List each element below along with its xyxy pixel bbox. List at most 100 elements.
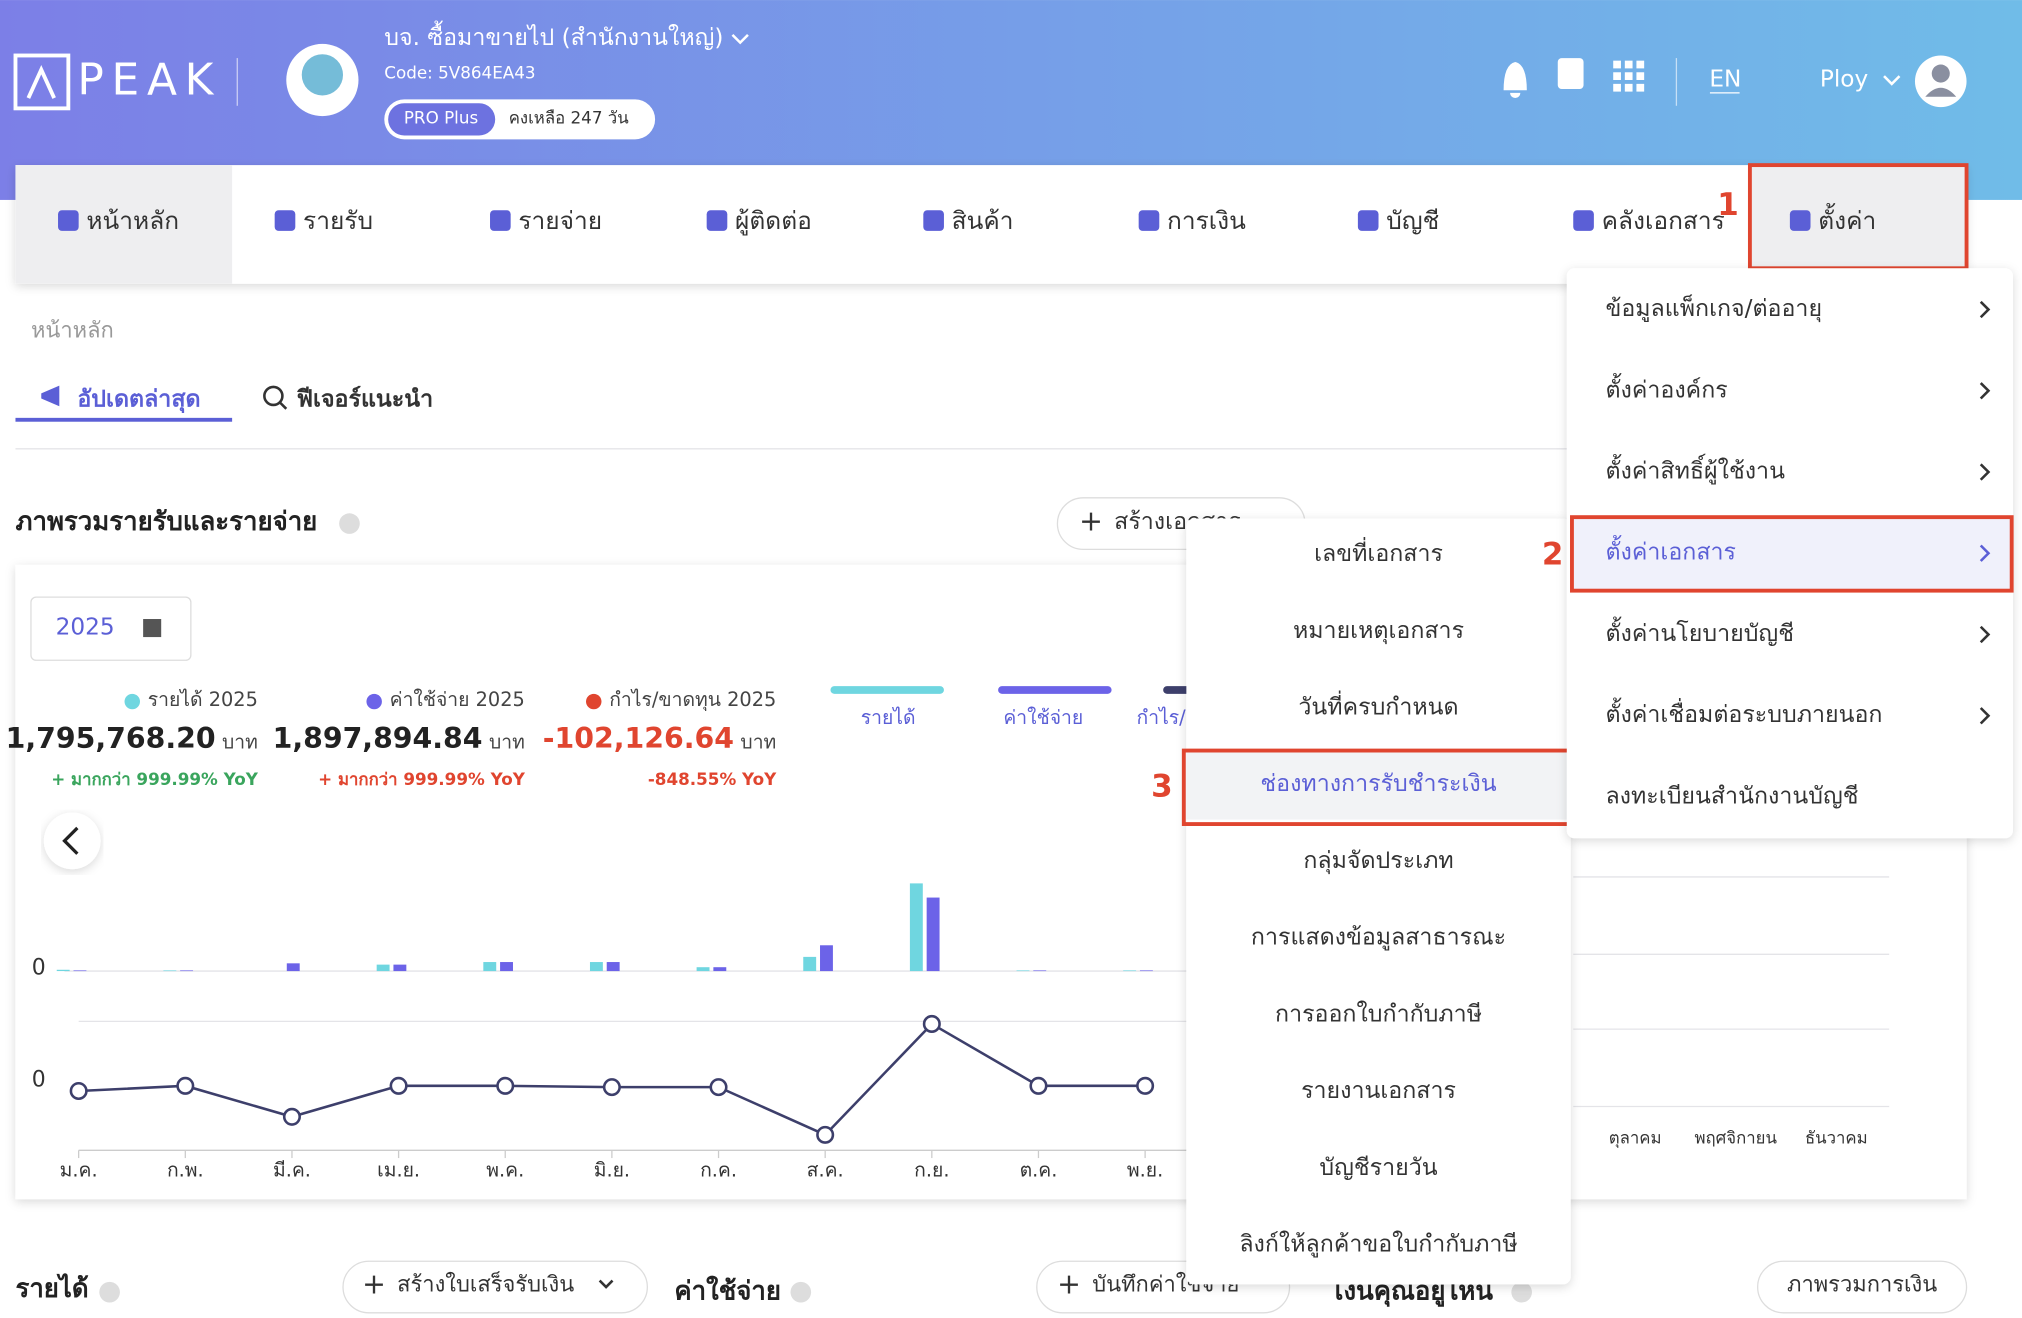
bar bbox=[606, 962, 620, 972]
calendar-icon bbox=[143, 619, 162, 638]
bar bbox=[376, 964, 390, 972]
bar bbox=[589, 962, 603, 972]
line-point bbox=[69, 1081, 88, 1101]
button-label[interactable]: สร้างใบเสร็จรับเงิน bbox=[397, 1270, 574, 1298]
nav-icon bbox=[274, 210, 296, 231]
submenu-item[interactable]: หมายเหตุเอกสาร bbox=[1293, 617, 1464, 644]
bar bbox=[909, 883, 923, 972]
help-dot bbox=[99, 1281, 120, 1303]
highlight-box bbox=[1570, 515, 2014, 593]
partial-grid bbox=[1573, 876, 1890, 1108]
search-icon bbox=[263, 385, 284, 407]
x-tick-label: ก.พ. bbox=[167, 1158, 204, 1181]
bell-icon[interactable] bbox=[1503, 61, 1527, 99]
line-point bbox=[389, 1076, 408, 1095]
chevron bbox=[1979, 300, 1991, 319]
submenu-item[interactable]: การออกใบกำกับภาษี bbox=[1275, 1000, 1482, 1027]
help-icon[interactable] bbox=[1557, 58, 1584, 90]
x-tick-label: ต.ค. bbox=[1020, 1158, 1058, 1181]
nav-icon bbox=[923, 210, 944, 231]
legend-swatch bbox=[998, 686, 1112, 694]
avatar-body bbox=[1925, 87, 1957, 97]
user-name[interactable]: Ploy bbox=[1820, 65, 1869, 92]
finance-button[interactable] bbox=[1756, 1260, 1968, 1314]
line-point bbox=[282, 1107, 301, 1126]
tab[interactable]: อัปเดตล่าสุด bbox=[77, 385, 200, 413]
nav-item[interactable]: คลังเอกสาร bbox=[1602, 206, 1725, 235]
submenu-item[interactable]: วันที่ครบกำหนด bbox=[1298, 691, 1458, 721]
line-point bbox=[709, 1078, 728, 1097]
prev-button[interactable] bbox=[43, 812, 101, 870]
nav-item[interactable]: รายจ่าย bbox=[518, 206, 602, 235]
button-label[interactable]: ภาพรวมการเงิน bbox=[1787, 1273, 1937, 1298]
submenu-item[interactable]: ช่องทางการรับชำระเงิน bbox=[1260, 770, 1496, 797]
chevron bbox=[1979, 463, 1991, 481]
nav-item[interactable]: ผู้ติดต่อ bbox=[735, 206, 812, 236]
plus-icon: + bbox=[1079, 504, 1103, 537]
nav-item[interactable]: ตั้งค่า bbox=[1818, 203, 1876, 235]
apps-icon[interactable] bbox=[1613, 60, 1645, 92]
menu-item[interactable]: ข้อมูลแพ็กเกจ/ต่ออายุ bbox=[1605, 293, 1822, 322]
bar bbox=[1123, 970, 1137, 972]
x-tick-label: เม.ย. bbox=[377, 1158, 420, 1181]
submenu-item[interactable]: เลขที่เอกสาร bbox=[1314, 537, 1443, 567]
y-tick-label: 0 bbox=[32, 1068, 46, 1093]
bar bbox=[286, 963, 300, 972]
submenu-item[interactable]: บัญชีรายวัน bbox=[1319, 1154, 1437, 1181]
document-submenu bbox=[1186, 518, 1571, 1285]
section-title: ภาพรวมรายรับและรายจ่าย bbox=[15, 507, 317, 537]
step-number: 2 bbox=[1542, 536, 1564, 572]
menu-item[interactable]: ตั้งค่าเชื่อมต่อระบบภายนอก bbox=[1605, 697, 1882, 728]
bar bbox=[1016, 970, 1030, 972]
menu-item[interactable]: ตั้งค่าสิทธิ์ผู้ใช้งาน bbox=[1605, 454, 1785, 485]
submenu-item[interactable]: ลิงก์ให้ลูกค้าขอใบกำกับภาษี bbox=[1239, 1231, 1517, 1258]
megaphone-icon bbox=[41, 385, 60, 407]
receipt-button[interactable] bbox=[342, 1260, 648, 1314]
nav-icon bbox=[1789, 210, 1811, 231]
menu-item[interactable]: ลงทะเบียนสำนักงานบัญชี bbox=[1605, 782, 1858, 809]
nav-item[interactable]: รายรับ bbox=[303, 206, 373, 235]
logo-mark bbox=[26, 65, 56, 99]
menu-item[interactable]: ตั้งค่าองค์กร bbox=[1605, 372, 1727, 403]
nav-icon bbox=[58, 210, 79, 231]
year[interactable]: 2025 bbox=[56, 614, 115, 641]
breadcrumb: หน้าหลัก bbox=[31, 318, 114, 343]
language[interactable]: EN bbox=[1709, 65, 1741, 92]
stat-unit: บาท bbox=[222, 730, 258, 753]
menu-item[interactable]: ตั้งค่าเอกสาร bbox=[1605, 535, 1736, 566]
x-tick-label: ส.ค. bbox=[807, 1158, 844, 1181]
stat-label: รายได้ 2025 bbox=[148, 688, 258, 711]
line-point bbox=[602, 1078, 621, 1097]
year-picker[interactable] bbox=[30, 596, 192, 661]
bar bbox=[1139, 970, 1153, 972]
x-tick-label: พฤศจิกายน bbox=[1694, 1128, 1777, 1148]
bar bbox=[696, 967, 710, 972]
submenu-item[interactable]: กลุ่มจัดประเภท bbox=[1303, 847, 1453, 874]
company-caret bbox=[731, 33, 749, 45]
submenu-item[interactable]: รายงานเอกสาร bbox=[1301, 1077, 1456, 1104]
menu-active-bg bbox=[1571, 517, 2012, 590]
stat-change: -848.55% YoY bbox=[648, 769, 777, 789]
bar bbox=[73, 970, 87, 972]
tab[interactable]: ฟีเจอร์แนะนำ bbox=[296, 385, 433, 412]
line-point bbox=[1136, 1076, 1155, 1095]
brand: PEAK bbox=[77, 55, 221, 106]
x-tick-label: ธันวาคม bbox=[1805, 1128, 1868, 1148]
section-title: รายได้ bbox=[15, 1273, 88, 1304]
nav-item[interactable]: การเงิน bbox=[1167, 206, 1246, 235]
chevron bbox=[1979, 625, 1991, 644]
nav-item[interactable]: บัญชี bbox=[1386, 206, 1439, 235]
bar bbox=[500, 962, 513, 972]
x-tick-label: พ.ค. bbox=[486, 1158, 524, 1181]
bar bbox=[56, 969, 70, 972]
nav-icon bbox=[1357, 210, 1379, 231]
plan-badge bbox=[388, 103, 496, 136]
x-tick-label: ก.ย. bbox=[914, 1158, 949, 1181]
nav-item[interactable]: สินค้า bbox=[952, 206, 1014, 235]
nav-item[interactable]: หน้าหลัก bbox=[86, 206, 179, 235]
step-number: 3 bbox=[1151, 768, 1173, 804]
submenu-item[interactable]: การแสดงข้อมูลสาธารณะ bbox=[1251, 924, 1506, 951]
user-caret bbox=[1883, 75, 1901, 86]
menu-item[interactable]: ตั้งค่านโยบายบัญชี bbox=[1605, 616, 1793, 647]
x-tick-label: ตุลาคม bbox=[1609, 1128, 1662, 1149]
